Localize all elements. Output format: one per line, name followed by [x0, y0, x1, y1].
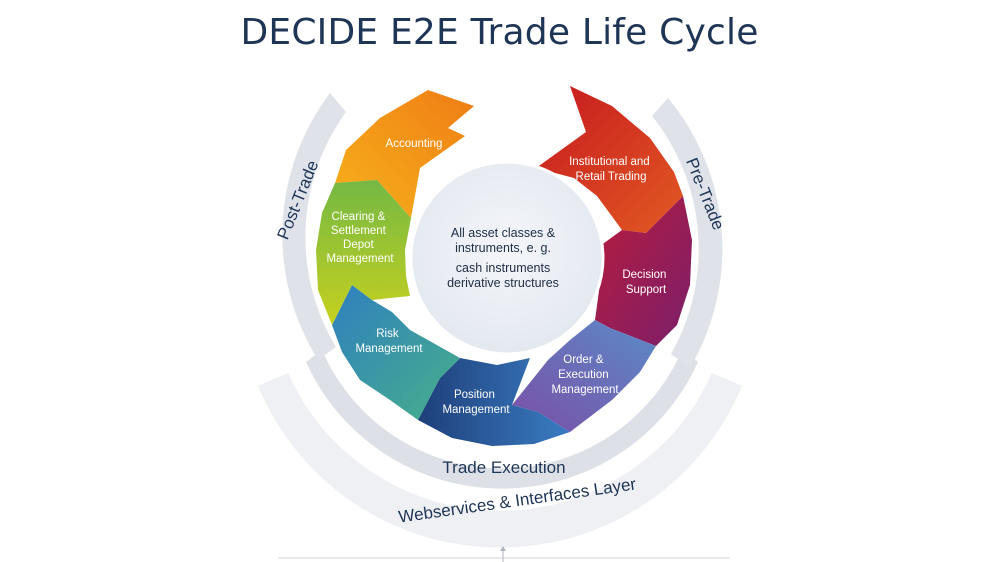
label-risk-line-1: Risk	[376, 328, 399, 340]
label-position-line-1: Position	[454, 389, 495, 401]
label-order-execution-management: Order & Execution Management	[551, 354, 619, 396]
label-institutional-retail-trading: Institutional and Retail Trading	[569, 156, 653, 183]
label-risk-line-2: Management	[355, 343, 423, 355]
label-order-line-3: Management	[551, 384, 619, 396]
webservices-ring	[258, 373, 742, 548]
center-text-4: derivative structures	[447, 276, 559, 290]
label-position-line-2: Management	[442, 404, 510, 416]
label-clearing-line-4: Management	[326, 253, 394, 265]
bottom-arrow-icon	[500, 546, 506, 551]
page-title: DECIDE E2E Trade Life Cycle	[240, 12, 759, 53]
label-decision-support: Decision Support	[622, 269, 669, 296]
label-institutional-line-1: Institutional and	[569, 156, 650, 168]
label-position-management: Position Management	[442, 389, 510, 416]
segment-institutional-retail-trading	[536, 86, 683, 233]
label-accounting: Accounting	[386, 138, 443, 150]
center-text-1: All asset classes &	[451, 226, 556, 240]
trade-execution-label: Trade Execution	[442, 458, 565, 477]
label-clearing-settlement: Clearing & Settlement Depot Management	[326, 211, 394, 265]
center-text-2: instruments, e. g.	[455, 241, 551, 255]
label-risk-management: Risk Management	[355, 328, 423, 355]
segment-clearing-settlement	[316, 180, 411, 325]
label-decision-line-1: Decision	[622, 269, 666, 281]
segment-decision-support	[595, 196, 692, 346]
pre-trade-ring	[652, 98, 723, 368]
trade-execution-ring	[306, 350, 698, 489]
segment-accounting	[335, 90, 474, 218]
post-trade-ring	[282, 93, 346, 360]
label-clearing-line-3: Depot	[343, 239, 374, 251]
segment-risk-management	[332, 285, 460, 420]
center-text-3: cash instruments	[456, 261, 550, 275]
center-circle	[409, 160, 605, 356]
segment-position-management	[418, 358, 570, 446]
label-institutional-line-2: Retail Trading	[576, 171, 647, 183]
label-clearing-line-2: Settlement	[331, 225, 387, 237]
label-decision-line-2: Support	[626, 284, 667, 296]
label-accounting-line-1: Accounting	[386, 138, 443, 150]
label-order-line-1: Order &	[563, 354, 604, 366]
label-clearing-line-1: Clearing &	[332, 211, 386, 223]
segment-order-execution-management	[512, 320, 656, 432]
label-order-line-2: Execution	[558, 369, 609, 381]
